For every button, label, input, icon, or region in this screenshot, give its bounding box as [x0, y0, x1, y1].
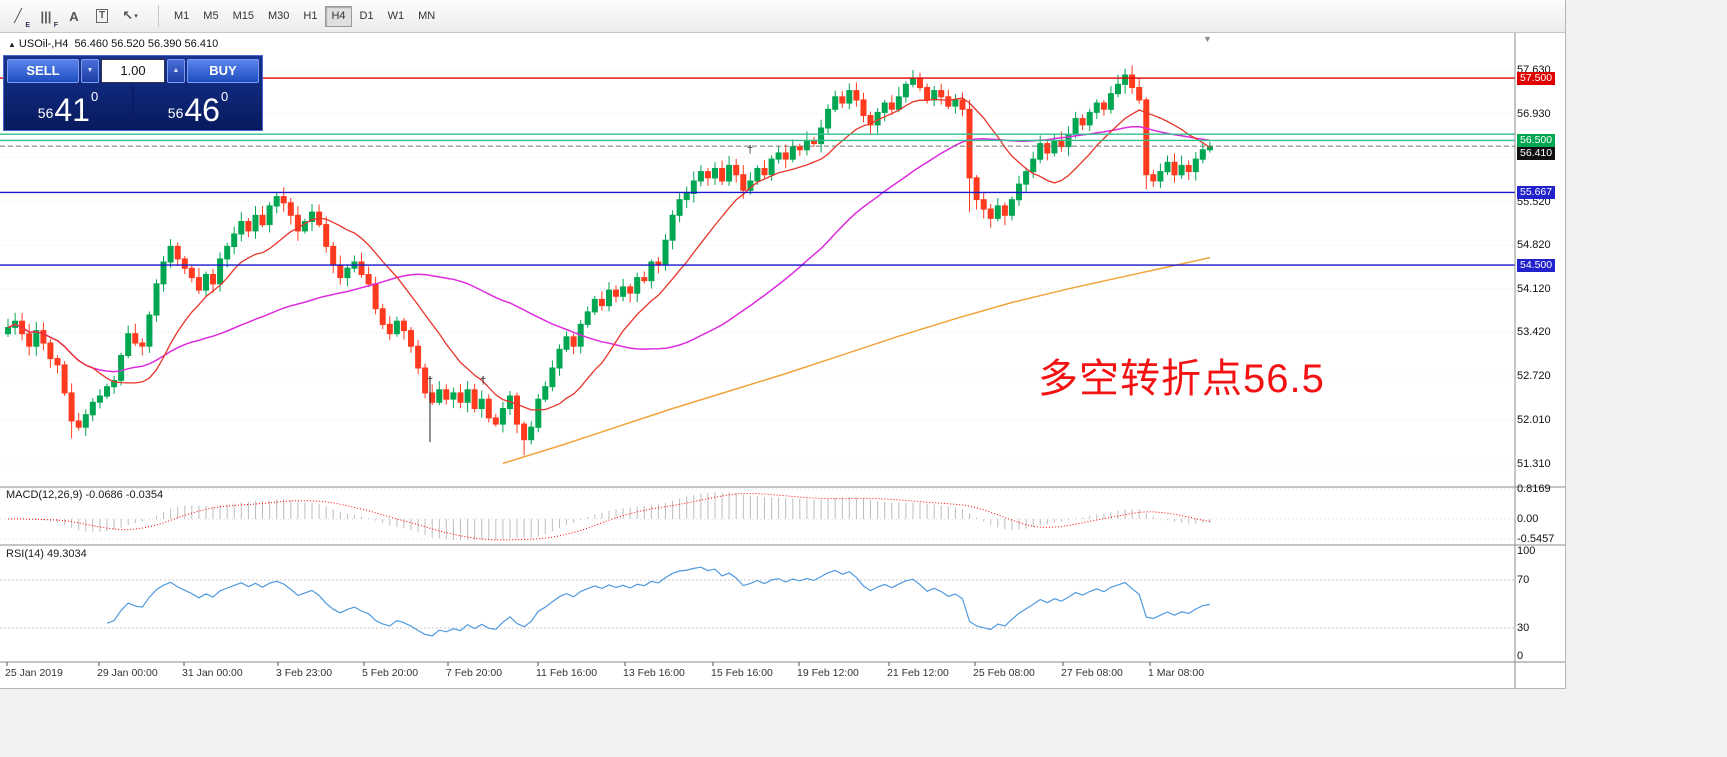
- axis-tick-label: 70: [1517, 574, 1530, 586]
- axis-tick-label: 53.420: [1517, 326, 1551, 339]
- time-tick-label: 3 Feb 23:00: [276, 667, 333, 679]
- axis-tick-label: -0.5457: [1517, 533, 1555, 546]
- price-level-label: 54.500: [1517, 259, 1556, 273]
- timeframe-mn[interactable]: MN: [412, 6, 441, 27]
- bid-integer: 56: [37, 105, 54, 121]
- axis-tick-label: 56.930: [1517, 107, 1551, 120]
- time-tick-label: 25 Jan 2019: [5, 667, 63, 679]
- axis-tick-label: 51.310: [1517, 457, 1551, 470]
- rsi-indicator: [0, 566, 1515, 637]
- axis-tick-label: 52.010: [1517, 414, 1551, 427]
- timeframe-buttons: M1 M5 M15 M30 H1 H4 D1 W1 MN: [167, 5, 442, 27]
- chart-text-annotation: 多空转折点56.5: [1038, 357, 1325, 401]
- buy-button[interactable]: BUY: [187, 59, 259, 83]
- mt4-window: † † † ╱ E ||| F A T ↖ ▾ M1 M5 M15 M30 H1 H4 D1 W1 MN ▲ USO…: [0, 0, 1566, 689]
- timeframe-m1[interactable]: M1: [168, 6, 195, 27]
- svg-text:†: †: [480, 375, 486, 387]
- timeframe-h1[interactable]: H1: [297, 6, 323, 27]
- toolbar: ╱ E ||| F A T ↖ ▾ M1 M5 M15 M30 H1 H4 D1 W1 MN: [0, 0, 1565, 33]
- price-level-label: 56.500: [1517, 134, 1556, 148]
- time-tick-label: 15 Feb 16:00: [711, 667, 773, 679]
- price-axis[interactable]: 57.63056.93056.23055.52054.82054.12053.4…: [1517, 32, 1564, 688]
- chart-shift-marker[interactable]: ▼: [1203, 34, 1212, 44]
- chart-header: ▲ USOil-,H4 56.460 56.520 56.390 56.410: [8, 38, 218, 50]
- bid-price-display[interactable]: 56 41 0: [4, 86, 132, 130]
- text-label-icon[interactable]: A: [69, 8, 79, 24]
- ask-price-display[interactable]: 56 46 0: [134, 86, 262, 130]
- timeframe-d1[interactable]: D1: [354, 6, 380, 27]
- volume-up-button[interactable]: ▲: [167, 59, 185, 83]
- toolbar-separator: [158, 5, 159, 27]
- axis-tick-label: 100: [1517, 545, 1536, 557]
- price-divider: [132, 86, 134, 130]
- price-level-label: 56.410: [1517, 147, 1556, 161]
- time-axis[interactable]: 25 Jan 2019 29 Jan 00:00 31 Jan 00:00 3 Feb…: [0, 663, 1515, 687]
- timeframe-m5[interactable]: M5: [197, 6, 224, 27]
- text-tool-icon[interactable]: T: [89, 3, 115, 29]
- price-level-label: 57.500: [1517, 72, 1556, 86]
- time-tick-label: 29 Jan 00:00: [97, 667, 158, 679]
- timeframe-m15[interactable]: M15: [227, 6, 260, 27]
- bid-pipette: 0: [90, 89, 99, 104]
- time-tick-label: 25 Feb 08:00: [973, 667, 1035, 679]
- indicators-icon[interactable]: ||| F: [40, 8, 58, 30]
- time-tick-label: 19 Feb 12:00: [797, 667, 859, 679]
- ask-pips: 46: [184, 92, 220, 128]
- line-studies-icon[interactable]: ╱ E: [14, 8, 30, 29]
- bid-pips: 41: [54, 92, 90, 128]
- macd-indicator-title: MACD(12,26,9) -0.0686 -0.0354: [6, 489, 164, 501]
- axis-tick-label: 0.8169: [1517, 483, 1551, 496]
- timeframe-w1[interactable]: W1: [382, 6, 411, 27]
- ask-integer: 56: [167, 105, 184, 121]
- rsi-indicator-title: RSI(14) 49.3034: [6, 548, 87, 560]
- volume-dropdown-button[interactable]: ▼: [81, 59, 99, 83]
- chart-marks: † † †: [427, 144, 753, 442]
- price-level-label: 55.667: [1517, 186, 1556, 200]
- chart-canvas[interactable]: † † †: [0, 0, 1565, 688]
- time-tick-label: 27 Feb 08:00: [1061, 667, 1123, 679]
- axis-tick-label: 0.00: [1517, 513, 1539, 525]
- axis-tick-label: 54.820: [1517, 239, 1551, 252]
- volume-input[interactable]: 1.00: [101, 59, 165, 83]
- axis-tick-label: 0: [1517, 650, 1524, 662]
- time-tick-label: 11 Feb 16:00: [536, 667, 598, 679]
- time-tick-label: 5 Feb 20:00: [362, 667, 419, 679]
- svg-text:†: †: [427, 375, 433, 387]
- toolbar-icons: ╱ E ||| F A T ↖ ▾: [4, 3, 144, 29]
- ask-pipette: 0: [220, 89, 229, 104]
- axis-tick-label: 54.120: [1517, 282, 1551, 295]
- timeframe-h4[interactable]: H4: [325, 5, 352, 27]
- moving-averages: [7, 97, 1211, 465]
- arrow-tools-icon[interactable]: ↖ ▾: [122, 8, 138, 23]
- svg-text:†: †: [747, 144, 753, 156]
- time-tick-label: 13 Feb 16:00: [623, 667, 685, 679]
- timeframe-m30[interactable]: M30: [262, 6, 295, 27]
- time-tick-label: 21 Feb 12:00: [887, 667, 949, 679]
- axis-tick-label: 52.720: [1517, 370, 1551, 383]
- price-direction-icon: ▲: [8, 40, 16, 49]
- one-click-trading-panel: SELL ▼ 1.00 ▲ BUY 56 41 0 56 46 0: [3, 55, 263, 131]
- time-tick-label: 7 Feb 20:00: [446, 667, 503, 679]
- axis-tick-label: 30: [1517, 622, 1530, 634]
- macd-indicator: [0, 488, 1515, 541]
- time-tick-label: 1 Mar 08:00: [1148, 667, 1205, 679]
- symbol-period-label: USOil-,H4: [18, 38, 69, 50]
- time-tick-label: 31 Jan 00:00: [182, 667, 243, 679]
- ohlc-values: 56.460 56.520 56.390 56.410: [74, 38, 219, 50]
- sell-button[interactable]: SELL: [7, 59, 79, 83]
